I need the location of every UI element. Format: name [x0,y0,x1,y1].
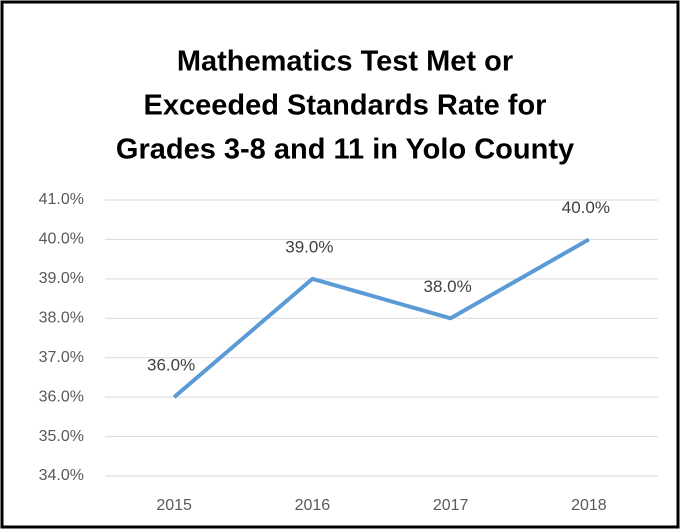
y-tick-label: 40.0% [39,231,84,248]
x-tick-label: 2018 [571,497,607,514]
y-tick-label: 34.0% [39,467,84,484]
y-tick-label: 35.0% [39,428,84,445]
y-tick-label: 36.0% [39,388,84,405]
data-label: 40.0% [562,198,610,217]
data-label: 36.0% [147,356,195,375]
y-tick-label: 38.0% [39,310,84,327]
data-label: 38.0% [424,277,472,296]
y-tick-label: 39.0% [39,270,84,287]
chart-title: Mathematics Test Met or [177,46,513,78]
chart-title: Exceeded Standards Rate for [144,90,547,122]
x-tick-label: 2016 [295,497,331,514]
x-tick-label: 2017 [433,497,469,514]
data-line [172,237,590,399]
y-tick-label: 41.0% [39,191,84,208]
data-label: 39.0% [285,237,333,256]
y-tick-label: 37.0% [39,349,84,366]
chart-title: Grades 3-8 and 11 in Yolo County [116,134,574,166]
x-tick-label: 2015 [156,497,192,514]
